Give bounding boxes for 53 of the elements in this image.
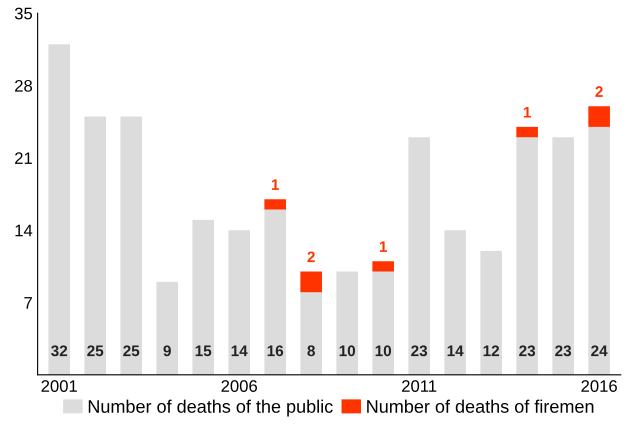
bar xyxy=(336,272,358,375)
data-label: 1 xyxy=(524,107,531,118)
bar xyxy=(588,126,610,375)
y-tick-label: 14 xyxy=(15,224,32,236)
data-label: 1 xyxy=(272,179,280,190)
legend-label: Number of deaths of firemen xyxy=(367,400,594,413)
bar xyxy=(84,116,106,375)
bar xyxy=(300,292,322,375)
data-label: 2 xyxy=(307,251,315,262)
bar xyxy=(120,116,142,375)
legend-label: Number of deaths of the public xyxy=(88,400,333,416)
bar xyxy=(264,199,286,210)
bar xyxy=(192,220,214,375)
bar xyxy=(516,137,538,375)
bar xyxy=(372,261,394,272)
data-label: 10 xyxy=(376,345,392,356)
y-tick-label: 28 xyxy=(15,80,32,92)
data-label: 25 xyxy=(123,345,140,356)
data-label: 25 xyxy=(87,345,104,356)
bar xyxy=(264,210,286,375)
bar xyxy=(156,282,178,375)
bar xyxy=(588,106,610,127)
bar xyxy=(228,230,250,375)
data-label: 1 xyxy=(380,241,387,252)
x-tick-label: 2001 xyxy=(42,380,77,392)
y-tick-label: 21 xyxy=(15,152,32,164)
bar xyxy=(408,137,430,375)
bar xyxy=(552,137,574,375)
data-label: 23 xyxy=(519,345,536,356)
y-tick-label: 35 xyxy=(14,8,32,20)
bar xyxy=(372,272,394,375)
bar xyxy=(48,44,70,375)
data-label: 10 xyxy=(340,345,356,356)
data-label: 8 xyxy=(307,345,315,356)
data-label: 15 xyxy=(196,346,212,356)
data-label: 24 xyxy=(591,345,608,356)
bar xyxy=(516,126,538,138)
x-tick-label: 2006 xyxy=(221,380,257,392)
x-tick-label: 2016 xyxy=(581,380,617,392)
bar xyxy=(300,272,322,292)
data-label: 12 xyxy=(484,345,500,356)
data-label: 23 xyxy=(555,345,572,356)
data-label: 14 xyxy=(232,346,248,356)
bar xyxy=(444,230,466,375)
data-label: 14 xyxy=(448,346,464,356)
data-label: 32 xyxy=(51,345,68,356)
data-label: 16 xyxy=(268,345,284,356)
y-tick-label: 7 xyxy=(24,297,32,309)
data-label: 9 xyxy=(163,345,171,356)
data-label: 2 xyxy=(595,86,603,97)
x-tick-label: 2011 xyxy=(402,380,436,392)
bar xyxy=(480,250,502,375)
data-label: 23 xyxy=(411,345,428,356)
